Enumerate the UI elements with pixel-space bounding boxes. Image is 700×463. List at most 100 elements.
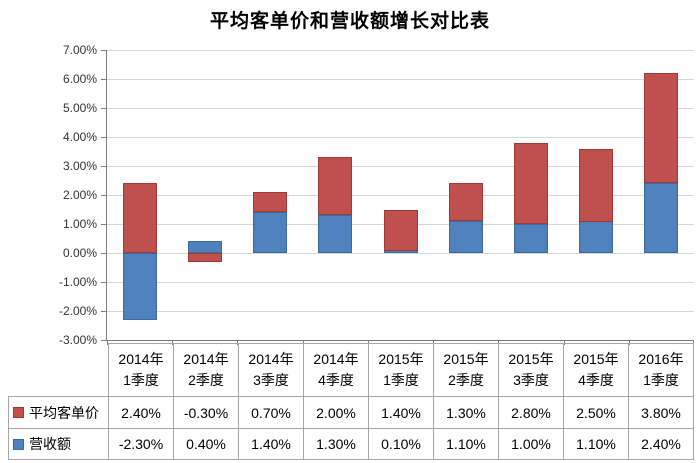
column-header-year: 2015年 — [378, 351, 424, 367]
y-axis-label: 0.00% — [62, 246, 97, 260]
value-cell: 1.10% — [563, 428, 629, 460]
value-cell: 2.40% — [108, 396, 174, 429]
value-cell: 3.80% — [628, 396, 694, 429]
column-header: 2014年 2季度 — [173, 343, 239, 397]
value-cell: 1.30% — [303, 428, 369, 460]
gridline — [107, 166, 694, 167]
column-header-quarter: 3季度 — [513, 372, 549, 388]
bar-segment-平均客单价 — [514, 143, 548, 224]
bar-segment-平均客单价 — [253, 192, 287, 212]
column-header: 2016年 1季度 — [628, 343, 694, 397]
bar-segment-营收额 — [253, 212, 287, 253]
column-header-year: 2014年 — [313, 351, 359, 367]
row-label: 平均客单价 — [8, 396, 109, 429]
y-axis-tick — [101, 224, 106, 225]
gridline — [107, 253, 694, 254]
data-table: 2014年 1季度 2014年 2季度 2014年 3季度 2014年 4季度 2015年 1季度… — [8, 343, 694, 460]
y-axis-label: 5.00% — [62, 101, 97, 115]
gridline — [107, 311, 694, 312]
value-cell: 1.10% — [433, 428, 499, 460]
column-header: 2014年 1季度 — [108, 343, 174, 397]
gridline — [107, 282, 694, 283]
y-axis-tick — [101, 195, 106, 196]
column-header-year: 2015年 — [443, 351, 489, 367]
value-cell: 1.40% — [238, 428, 304, 460]
bar-segment-营收额 — [644, 183, 678, 253]
column-header-year: 2016年 — [638, 351, 684, 367]
gridline — [107, 195, 694, 196]
value-cell: 2.50% — [563, 396, 629, 429]
value-cell: -2.30% — [108, 428, 174, 460]
legend-swatch — [13, 407, 24, 418]
y-axis-label: 4.00% — [62, 130, 97, 144]
y-axis: 7.00% 6.00% 5.00% 4.00% 3.00% 2.00% 1.00% 0.00%… — [0, 43, 99, 347]
column-header-year: 2014年 — [183, 351, 229, 367]
column-header-year: 2014年 — [118, 351, 164, 367]
column-header: 2014年 4季度 — [303, 343, 369, 397]
column-header-year: 2015年 — [508, 351, 554, 367]
y-axis-tick — [101, 340, 106, 341]
table-row: 平均客单价 2.40% -0.30% 0.70% 2.00% 1.40% 1.30% 2.80… — [8, 396, 694, 429]
x-axis-tick — [693, 341, 694, 345]
column-header-quarter: 1季度 — [123, 372, 159, 388]
bar-segment-营收额 — [318, 215, 352, 253]
series-name: 营收额 — [29, 436, 71, 452]
column-header-year: 2014年 — [248, 351, 294, 367]
column-header-quarter: 1季度 — [643, 372, 679, 388]
column-header-year: 2015年 — [573, 351, 619, 367]
legend-swatch — [13, 438, 24, 450]
bar-segment-营收额 — [188, 241, 222, 253]
bar-segment-平均客单价 — [449, 183, 483, 221]
value-cell: 2.00% — [303, 396, 369, 429]
column-header: 2015年 2季度 — [433, 343, 499, 397]
y-axis-tick — [101, 311, 106, 312]
value-cell: 0.10% — [368, 428, 434, 460]
y-axis-label: 2.00% — [62, 188, 97, 202]
value-cell: 1.40% — [368, 396, 434, 429]
y-axis-label: 1.00% — [62, 217, 97, 231]
value-cell: 0.70% — [238, 396, 304, 429]
bar-segment-营收额 — [514, 224, 548, 253]
y-axis-tick — [101, 282, 106, 283]
y-axis-tick — [101, 79, 106, 80]
y-axis-label: 6.00% — [62, 72, 97, 86]
column-header: 2015年 3季度 — [498, 343, 564, 397]
series-name: 平均客单价 — [29, 404, 99, 421]
column-header-quarter: 2季度 — [188, 372, 224, 388]
bar-segment-平均客单价 — [384, 210, 418, 251]
bar-segment-营收额 — [579, 221, 613, 253]
value-cell: 0.40% — [173, 428, 239, 460]
column-header-quarter: 4季度 — [318, 372, 354, 388]
column-header-quarter: 4季度 — [578, 372, 614, 388]
value-cell: -0.30% — [173, 396, 239, 429]
value-cell: 2.40% — [628, 428, 694, 460]
y-axis-tick — [101, 137, 106, 138]
column-header-quarter: 3季度 — [253, 372, 289, 388]
table-row: 营收额 -2.30% 0.40% 1.40% 1.30% 0.10% 1.10% 1.00% 1… — [8, 428, 694, 460]
bar-segment-平均客单价 — [123, 183, 157, 253]
bar-segment-平均客单价 — [579, 149, 613, 222]
y-axis-label: -2.00% — [58, 304, 97, 318]
bar-segment-平均客单价 — [318, 157, 352, 215]
y-axis-tick — [101, 166, 106, 167]
y-axis-tick — [101, 50, 106, 51]
y-axis-label: 3.00% — [62, 159, 97, 173]
column-header: 2015年 4季度 — [563, 343, 629, 397]
y-axis-tick — [101, 108, 106, 109]
column-header: 2015年 1季度 — [368, 343, 434, 397]
chart-title: 平均客单价和营收额增长对比表 — [209, 11, 490, 32]
table-corner-cell — [8, 343, 109, 397]
value-cell: 1.00% — [498, 428, 564, 460]
gridline — [107, 108, 694, 109]
value-cell: 2.80% — [498, 396, 564, 429]
gridline — [107, 137, 694, 138]
column-header-quarter: 1季度 — [383, 372, 419, 388]
y-axis-label: 7.00% — [62, 43, 97, 57]
row-label: 营收额 — [8, 428, 109, 460]
y-axis-tick — [101, 253, 106, 254]
bar-segment-营收额 — [449, 221, 483, 253]
gridline — [107, 79, 694, 80]
bar-segment-平均客单价 — [644, 73, 678, 183]
value-cell: 1.30% — [433, 396, 499, 429]
